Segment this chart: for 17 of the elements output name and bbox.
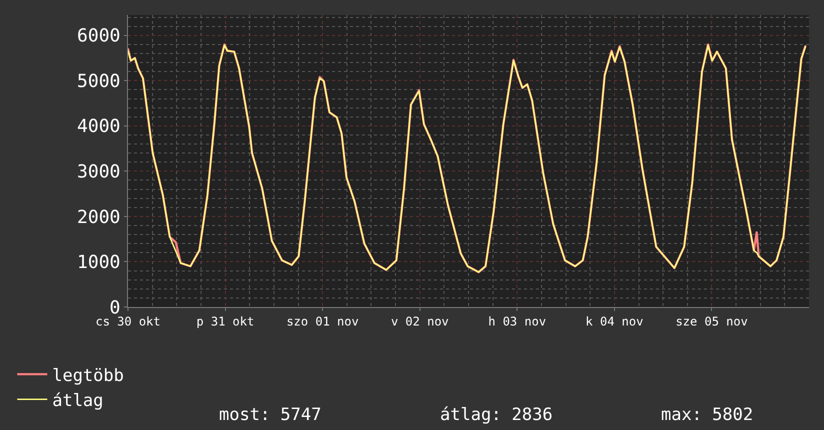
text: most: 5747 — [219, 405, 322, 425]
legend-label: legtöbb — [52, 366, 124, 386]
x-tick-label: k 04 nov — [586, 314, 644, 328]
y-tick-label: 6000 — [77, 26, 120, 47]
y-tick-label: 3000 — [77, 161, 120, 182]
y-tick-label: 4000 — [77, 116, 120, 138]
x-tick-label: h 03 nov — [488, 314, 546, 328]
y-tick-label: 5000 — [77, 70, 120, 92]
x-tick-label: szo 01 nov — [286, 314, 359, 328]
y-tick-label: 2000 — [77, 206, 120, 228]
x-tick-label: p 31 okt — [196, 314, 254, 328]
x-tick-label: sze 05 nov — [676, 314, 748, 328]
text: átlag: 2836 — [440, 405, 553, 425]
legend-label: átlag — [52, 390, 104, 411]
text: max: 5802 — [661, 405, 754, 425]
y-tick-label: 1000 — [77, 252, 120, 274]
x-tick-label: v 02 nov — [390, 314, 449, 328]
